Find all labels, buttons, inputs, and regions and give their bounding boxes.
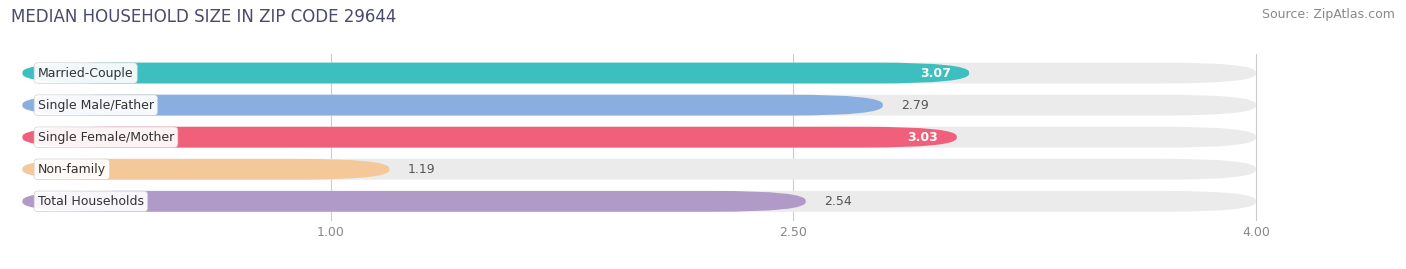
Text: 1.19: 1.19 bbox=[408, 163, 436, 176]
Text: Total Households: Total Households bbox=[38, 195, 143, 208]
FancyBboxPatch shape bbox=[22, 191, 806, 212]
FancyBboxPatch shape bbox=[22, 63, 1256, 83]
Text: Married-Couple: Married-Couple bbox=[38, 66, 134, 80]
Text: Single Female/Mother: Single Female/Mother bbox=[38, 131, 174, 144]
Text: 2.79: 2.79 bbox=[901, 99, 929, 112]
Text: 3.03: 3.03 bbox=[907, 131, 938, 144]
FancyBboxPatch shape bbox=[22, 127, 1256, 148]
FancyBboxPatch shape bbox=[22, 95, 883, 116]
FancyBboxPatch shape bbox=[22, 159, 1256, 180]
FancyBboxPatch shape bbox=[22, 191, 1256, 212]
FancyBboxPatch shape bbox=[22, 63, 969, 83]
FancyBboxPatch shape bbox=[22, 159, 389, 180]
Text: 2.54: 2.54 bbox=[824, 195, 852, 208]
Text: Source: ZipAtlas.com: Source: ZipAtlas.com bbox=[1261, 8, 1395, 21]
FancyBboxPatch shape bbox=[22, 95, 1256, 116]
Text: Non-family: Non-family bbox=[38, 163, 105, 176]
Text: 3.07: 3.07 bbox=[920, 66, 950, 80]
FancyBboxPatch shape bbox=[22, 127, 956, 148]
Text: Single Male/Father: Single Male/Father bbox=[38, 99, 153, 112]
Text: MEDIAN HOUSEHOLD SIZE IN ZIP CODE 29644: MEDIAN HOUSEHOLD SIZE IN ZIP CODE 29644 bbox=[11, 8, 396, 26]
